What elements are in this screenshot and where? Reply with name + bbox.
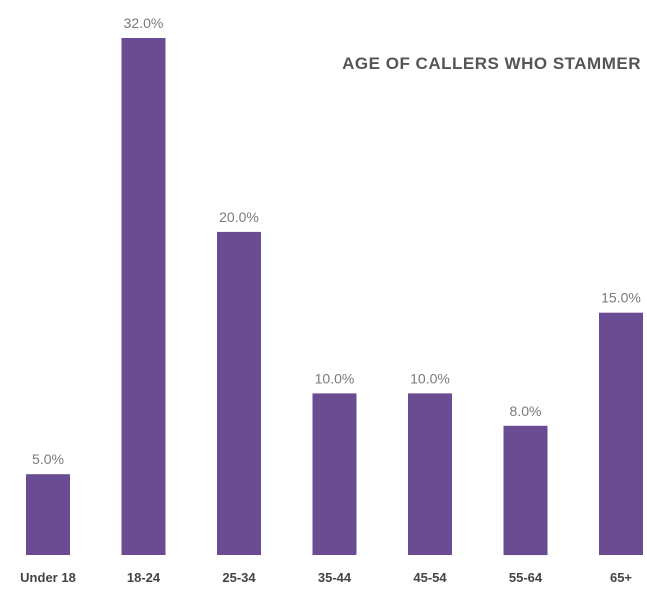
value-label: 15.0%: [601, 290, 641, 306]
bar-under-18: [26, 474, 70, 555]
value-labels: 5.0% 32.0% 20.0% 10.0% 10.0% 8.0% 15.0%: [32, 15, 641, 467]
x-tick-label: 18-24: [127, 570, 161, 585]
x-tick-label: 35-44: [318, 570, 352, 585]
chart-title: AGE OF CALLERS WHO STAMMER: [342, 54, 641, 73]
value-label: 10.0%: [315, 370, 355, 386]
bar-65-: [599, 312, 643, 555]
x-axis-tick-labels: Under 18 18-24 25-34 35-44 45-54 55-64 65+: [20, 570, 632, 585]
value-label: 8.0%: [510, 403, 542, 419]
value-label: 5.0%: [32, 451, 64, 467]
value-label: 10.0%: [410, 370, 450, 386]
x-tick-label: 25-34: [222, 570, 256, 585]
bar-25-34: [217, 231, 261, 555]
bar-45-54: [408, 393, 452, 555]
value-label: 32.0%: [124, 15, 164, 31]
bar-35-44: [312, 393, 357, 555]
bar-18-24: [121, 38, 166, 555]
bar-55-64: [503, 425, 548, 556]
bars: [26, 38, 643, 556]
x-tick-label: 65+: [610, 570, 632, 585]
x-tick-label: 45-54: [413, 570, 447, 585]
x-tick-label: 55-64: [509, 570, 543, 585]
x-tick-label: Under 18: [20, 570, 76, 585]
value-label: 20.0%: [219, 209, 259, 225]
